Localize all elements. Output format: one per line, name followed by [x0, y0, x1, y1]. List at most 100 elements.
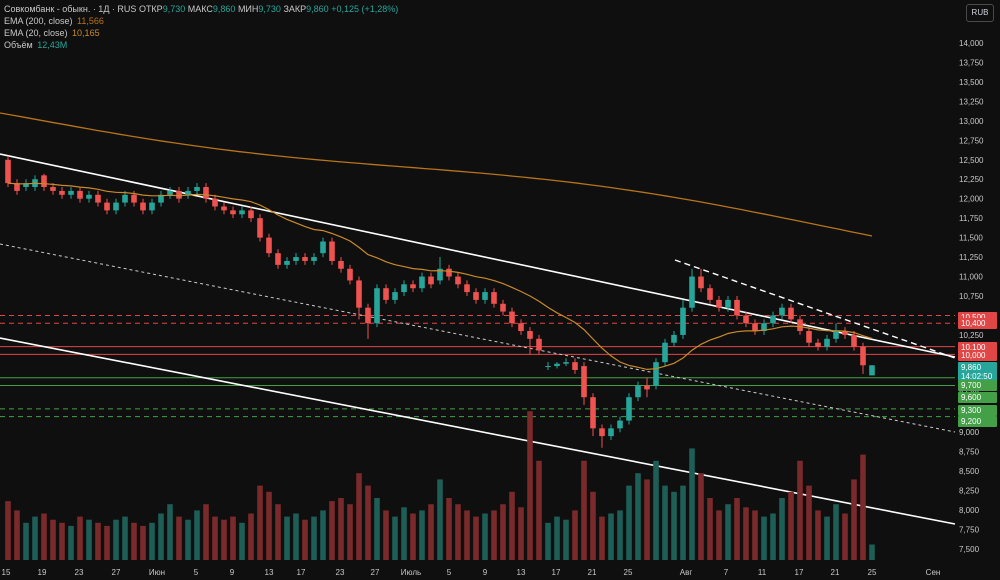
candle-body [14, 183, 20, 191]
volume-bar [707, 498, 713, 560]
price-tag-10400: 10,400 [958, 318, 997, 329]
volume-bar [716, 510, 722, 560]
volume-bar [770, 513, 776, 560]
x-tick-label: 17 [297, 568, 306, 577]
candle-body [698, 276, 704, 289]
volume-bar [347, 504, 353, 560]
ema20-line [7, 182, 873, 371]
price-tag-9600: 9,600 [958, 392, 997, 403]
candle-body [329, 241, 335, 261]
candle-body [311, 257, 317, 261]
candle-body [725, 299, 731, 308]
volume-bar [275, 504, 281, 560]
candle-body [518, 323, 524, 332]
short-trendline [674, 259, 956, 359]
volume-bar [572, 510, 578, 560]
candle-body [707, 288, 713, 300]
candle-body [185, 190, 191, 195]
candle-body [653, 362, 659, 386]
x-tick-label: 17 [795, 568, 804, 577]
price-tag-9300: 9,300 [958, 405, 997, 416]
volume-bar [356, 473, 362, 560]
x-tick-label: 5 [447, 568, 452, 577]
ema20-label: EMA (20, close) [4, 28, 68, 38]
candle-body [824, 338, 830, 347]
y-tick-label: 10,250 [959, 331, 984, 340]
volume-bar [689, 448, 695, 560]
volume-bar [743, 507, 749, 560]
volume-bar [221, 519, 227, 560]
x-tick-label: 25 [624, 568, 633, 577]
candle-body [446, 268, 452, 277]
candle-body [41, 175, 47, 188]
volume-bar [365, 485, 371, 560]
x-tick-label: Авг [680, 568, 693, 577]
ohlc-row: Совкомбанк - обыкн. · 1Д · RUS ОТКР9,730… [4, 3, 398, 15]
candle-body [95, 194, 101, 203]
candle-body [662, 342, 668, 363]
candle-body [743, 315, 749, 324]
symbol-title[interactable]: Совкомбанк - обыкн. · 1Д · RUS [4, 4, 137, 14]
volume-bar [419, 510, 425, 560]
y-tick-label: 13,750 [959, 58, 984, 67]
volume-bar [734, 498, 740, 560]
candle-body [635, 385, 641, 398]
candle-body [68, 190, 74, 195]
candle-body [410, 284, 416, 289]
volume-bar [635, 473, 641, 560]
candle-body [509, 311, 515, 324]
candle-body [113, 202, 119, 211]
volume-bar [293, 513, 299, 560]
price-tag-10500: 10,500 [958, 312, 997, 323]
candle-body [554, 363, 560, 367]
currency-button[interactable]: RUB [966, 4, 994, 22]
volume-bar [284, 516, 290, 560]
candle-body [644, 385, 650, 390]
close-value: 9,860 [306, 4, 329, 14]
ema200-line [0, 112, 873, 237]
y-tick-label: 12,250 [959, 175, 984, 184]
volume-bar [176, 516, 182, 560]
ema20-row[interactable]: EMA (20, close) 10,165 [4, 27, 398, 39]
candle-body [500, 303, 506, 312]
candle-body [392, 292, 398, 300]
x-tick-label: 19 [38, 568, 47, 577]
x-tick-label: Июн [149, 568, 165, 577]
x-tick-label: 5 [194, 568, 199, 577]
candle-body [581, 366, 587, 398]
volume-bar [5, 501, 11, 560]
volume-bar [860, 454, 866, 560]
y-tick-label: 11,750 [959, 214, 983, 223]
y-tick-label: 12,500 [959, 156, 984, 165]
y-tick-label: 7,750 [959, 526, 980, 535]
volume-bar [266, 491, 272, 560]
high-value: 9,860 [212, 4, 236, 14]
candle-body [176, 190, 182, 199]
volume-label: Объём [4, 40, 33, 50]
y-tick-label: 11,000 [959, 273, 983, 282]
volume-bar [833, 504, 839, 560]
candle-body [5, 159, 11, 184]
change-value: +0,125 (+1,28%) [331, 4, 399, 14]
x-tick-label: 23 [75, 568, 84, 577]
x-tick-label: Сен [926, 568, 941, 577]
volume-value: 12,43M [37, 40, 68, 50]
volume-bar [86, 519, 92, 560]
candle-body [455, 276, 461, 285]
price-tag-9200: 9,200 [958, 416, 997, 427]
volume-bar [50, 519, 56, 560]
chart-legend: Совкомбанк - обыкн. · 1Д · RUS ОТКР9,730… [4, 3, 398, 51]
candle-body [23, 183, 29, 188]
candle-body [689, 276, 695, 308]
y-tick-label: 13,500 [959, 78, 984, 87]
volume-bar [95, 522, 101, 560]
x-tick-label: 17 [552, 568, 561, 577]
y-tick-label: 8,250 [959, 487, 980, 496]
candle-body [806, 331, 812, 343]
candle-body [851, 334, 857, 347]
candle-body [527, 331, 533, 339]
y-tick-label: 12,000 [959, 195, 984, 204]
volume-row[interactable]: Объём 12,43M [4, 39, 398, 51]
ema200-row[interactable]: EMA (200, close) 11,566 [4, 15, 398, 27]
